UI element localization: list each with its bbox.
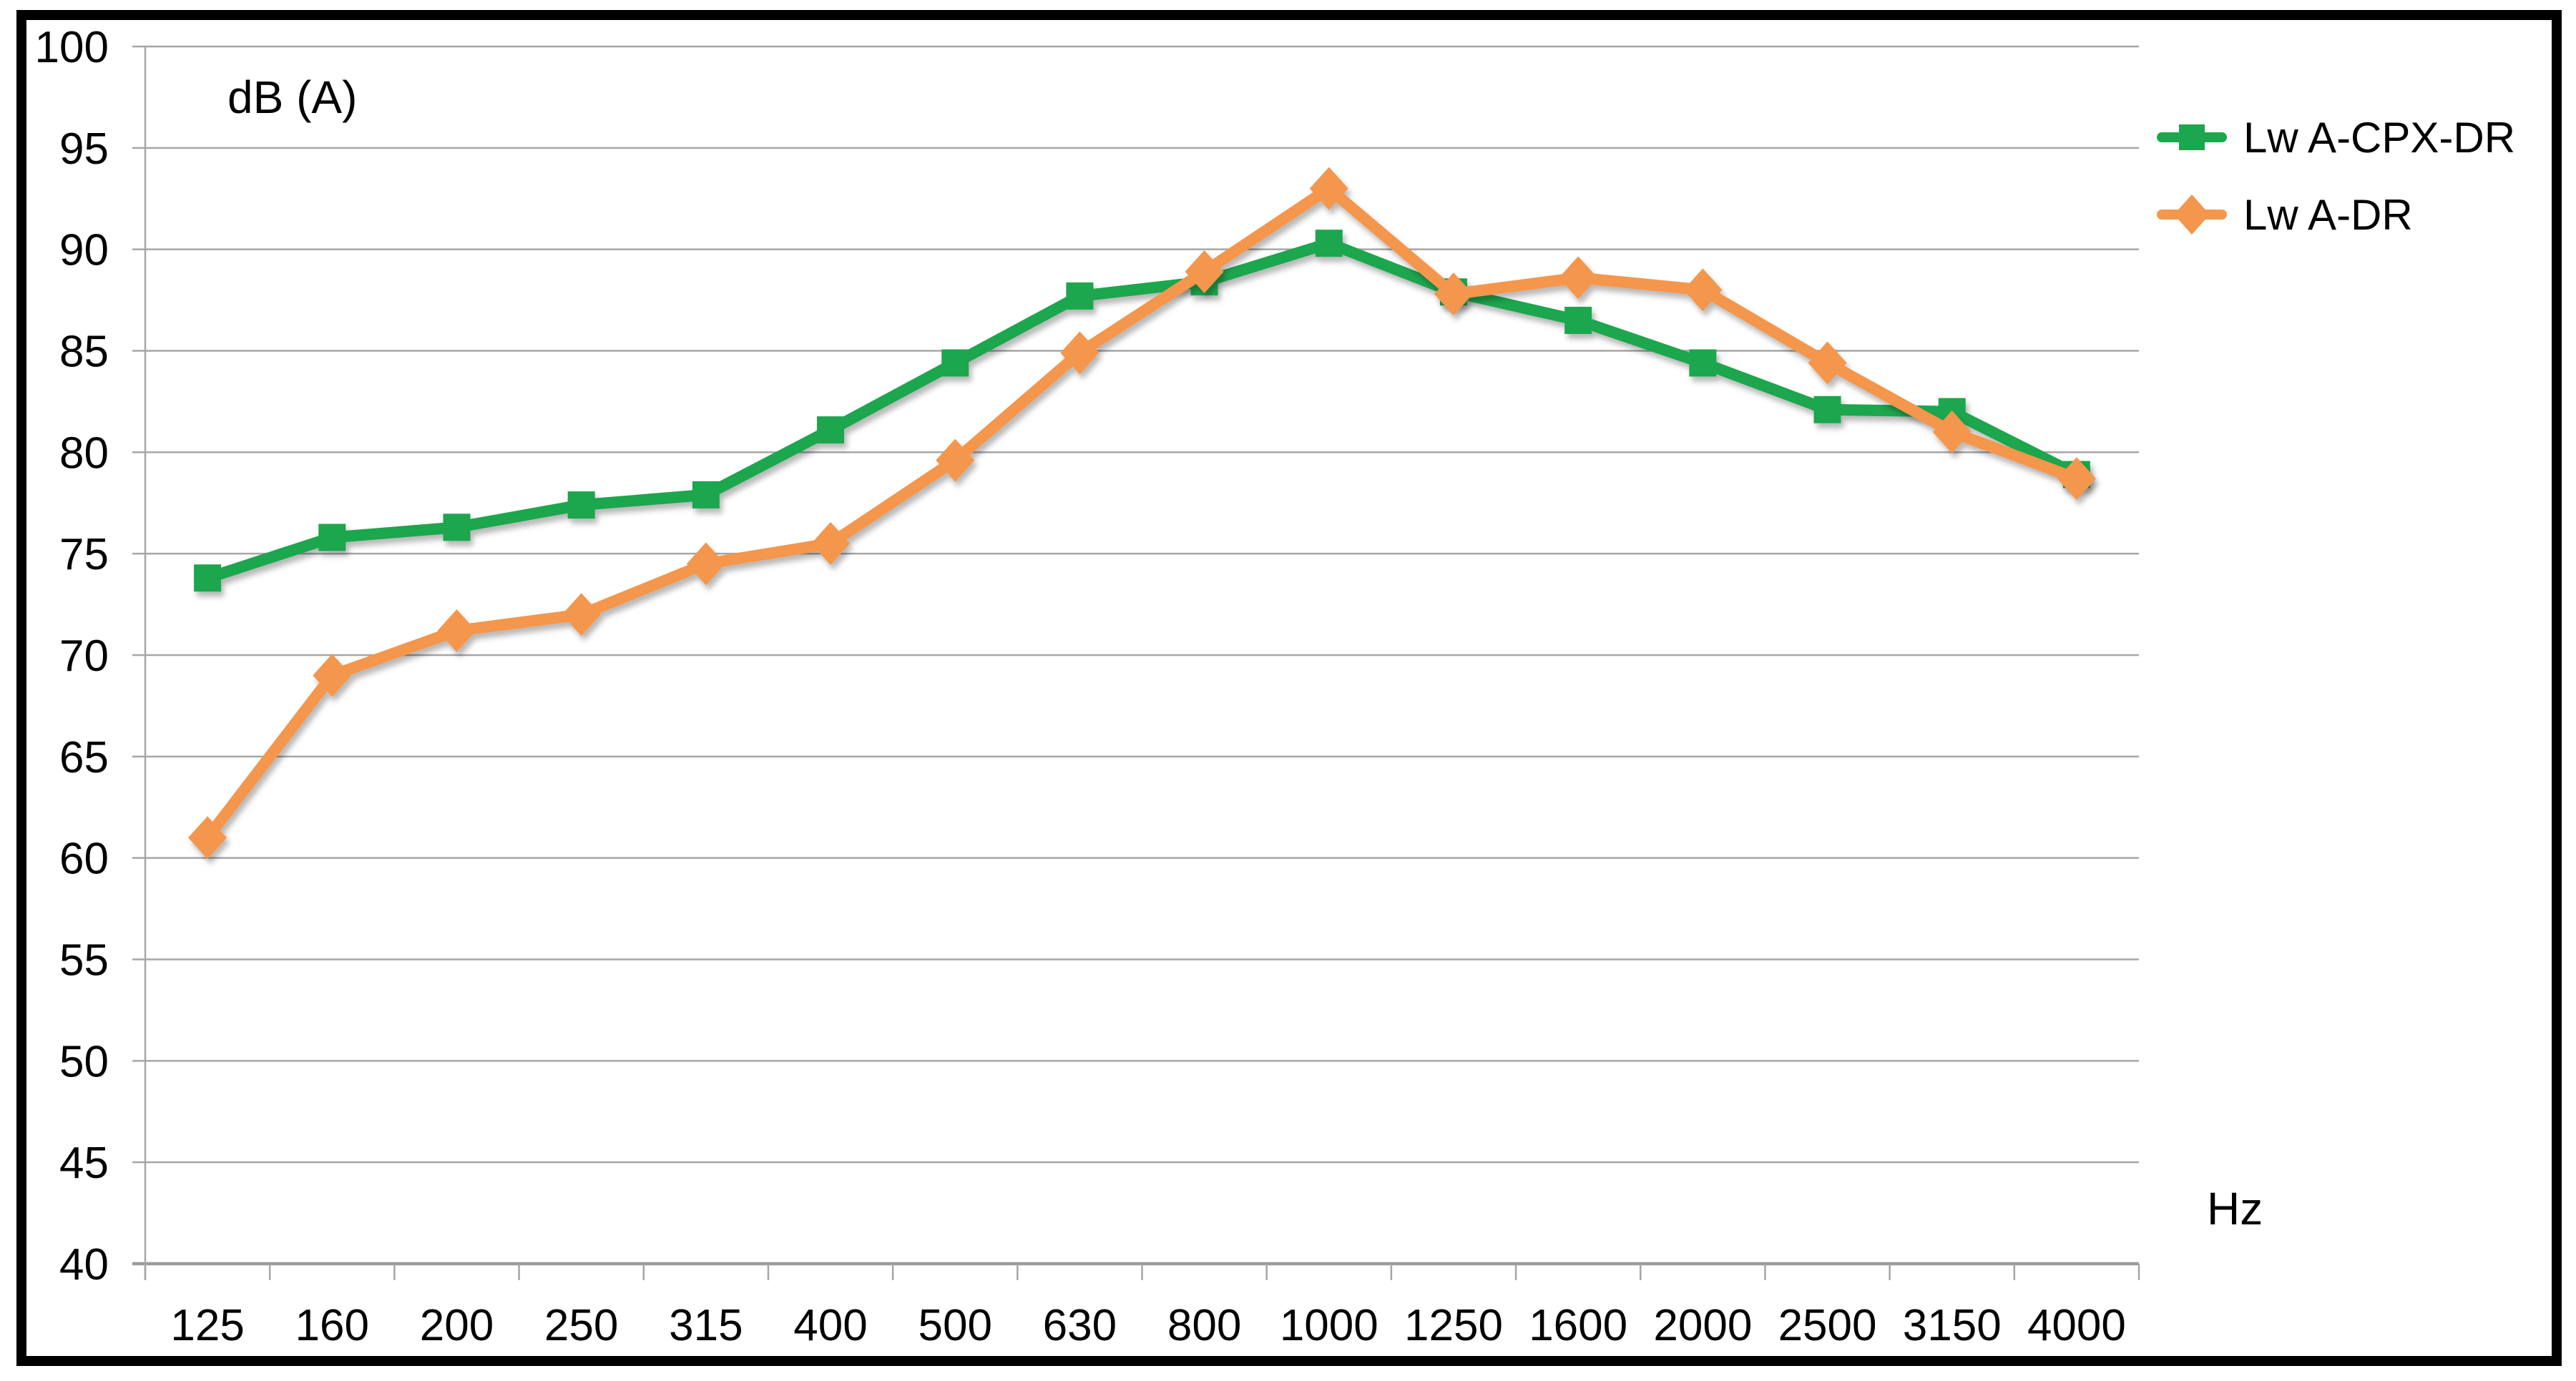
chart-border-frame <box>16 10 2562 1366</box>
y-axis-unit-label: dB (A) <box>227 72 357 123</box>
data-point-marker <box>1564 306 1592 334</box>
y-tick-label-75: 75 <box>59 530 109 579</box>
x-tick-label-2000: 2000 <box>1653 1301 1752 1350</box>
data-point-marker <box>1315 230 1343 257</box>
data-point-marker <box>188 816 227 860</box>
data-point-marker <box>567 491 595 519</box>
x-tick-label-500: 500 <box>918 1301 991 1350</box>
series-layer <box>188 167 2096 860</box>
y-tick-label-45: 45 <box>59 1139 109 1188</box>
data-point-marker <box>2057 457 2096 501</box>
data-point-marker <box>437 609 476 652</box>
y-tick-label-90: 90 <box>59 226 109 275</box>
x-tick-label-160: 160 <box>295 1301 369 1350</box>
data-point-marker <box>1559 256 1598 300</box>
legend-square-glyph <box>2179 124 2205 150</box>
data-point-marker <box>194 564 222 592</box>
legend-item-lw-a-cpx-dr: Lw A-CPX-DR <box>2157 114 2515 162</box>
data-point-marker <box>1813 395 1841 423</box>
y-tick-label-40: 40 <box>59 1240 109 1289</box>
x-tick-label-800: 800 <box>1167 1301 1241 1350</box>
legend-label-lw-a-dr: Lw A-DR <box>2243 191 2413 239</box>
legend-label-lw-a-cpx-dr: Lw A-CPX-DR <box>2243 114 2515 162</box>
axis-layer <box>132 46 2140 1280</box>
x-tick-label-1000: 1000 <box>1280 1301 1378 1350</box>
data-point-marker <box>318 524 346 551</box>
data-point-marker <box>1808 341 1847 385</box>
x-tick-label-1600: 1600 <box>1529 1301 1627 1350</box>
x-tick-label-250: 250 <box>544 1301 618 1350</box>
data-point-marker <box>692 481 720 508</box>
data-point-marker <box>936 438 975 482</box>
series-lw-a-cpx-dr <box>194 230 2090 592</box>
x-tick-label-1250: 1250 <box>1404 1301 1503 1350</box>
x-axis-unit-label: Hz <box>2207 1183 2263 1234</box>
x-tick-label-630: 630 <box>1043 1301 1117 1350</box>
y-tick-label-100: 100 <box>35 23 109 72</box>
data-point-marker <box>1185 250 1224 293</box>
data-point-marker <box>1683 268 1723 312</box>
data-point-marker <box>1060 331 1100 375</box>
data-point-marker <box>443 513 471 541</box>
x-tick-label-4000: 4000 <box>2027 1301 2126 1350</box>
data-point-marker <box>1932 410 1972 453</box>
y-tick-label-80: 80 <box>59 428 109 478</box>
data-point-marker <box>1309 167 1348 210</box>
legend-diamond-glyph <box>2174 195 2210 235</box>
legend-marker-diamond <box>2157 195 2227 235</box>
x-tick-label-2500: 2500 <box>1778 1301 1877 1350</box>
legend-marker-square <box>2157 124 2227 150</box>
x-tick-label-3150: 3150 <box>1903 1301 2002 1350</box>
series-line <box>202 182 2082 844</box>
data-point-marker <box>313 654 352 697</box>
grid-layer <box>132 45 2139 1164</box>
x-axis-tick-labels: 125 160 200 250 315 400 500 630 800 1000 1250 1600 2… <box>170 1301 2126 1350</box>
x-tick-label-400: 400 <box>793 1301 867 1350</box>
data-point-marker <box>817 416 845 444</box>
legend: Lw A-CPX-DR Lw A-DR <box>2157 114 2515 239</box>
series-line <box>202 237 2082 584</box>
y-tick-label-95: 95 <box>59 124 109 174</box>
x-tick-label-125: 125 <box>170 1301 244 1350</box>
y-tick-label-50: 50 <box>59 1037 109 1086</box>
y-tick-label-55: 55 <box>59 936 109 986</box>
y-tick-label-85: 85 <box>59 328 109 377</box>
data-point-marker <box>1434 272 1473 316</box>
series-lw-a-dr <box>188 167 2096 860</box>
y-axis-tick-labels: 100 95 90 85 80 75 70 65 60 55 50 45 40 <box>35 23 109 1289</box>
data-point-marker <box>562 593 601 637</box>
y-tick-label-70: 70 <box>59 631 109 681</box>
data-point-marker <box>811 521 851 565</box>
legend-item-lw-a-dr: Lw A-DR <box>2157 191 2413 239</box>
data-point-marker <box>1066 282 1094 310</box>
y-tick-label-65: 65 <box>59 733 109 782</box>
x-tick-label-315: 315 <box>669 1301 743 1350</box>
y-tick-label-60: 60 <box>59 835 109 884</box>
x-tick-label-200: 200 <box>420 1301 494 1350</box>
data-point-marker <box>686 542 725 586</box>
data-point-marker <box>1689 349 1717 377</box>
data-point-marker <box>941 349 969 377</box>
